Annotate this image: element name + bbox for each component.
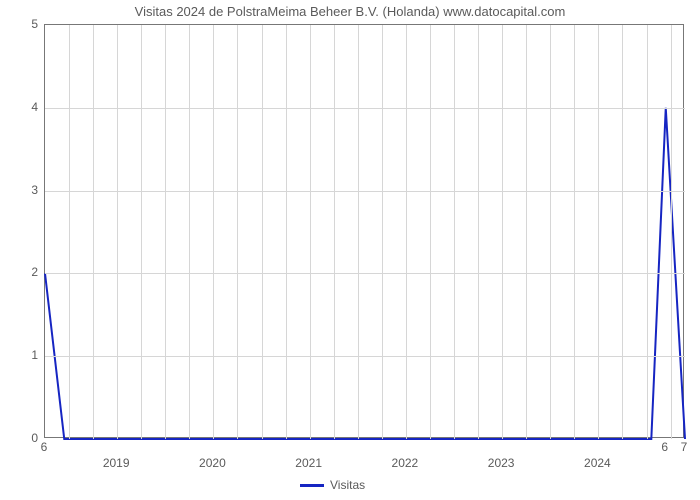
y-tick-label: 5 bbox=[20, 17, 38, 31]
legend-label: Visitas bbox=[330, 478, 365, 492]
y-tick-label: 0 bbox=[20, 431, 38, 445]
gridline-v bbox=[598, 25, 599, 439]
chart-title: Visitas 2024 de PolstraMeima Beheer B.V.… bbox=[0, 4, 700, 19]
gridline-v bbox=[502, 25, 503, 439]
gridline-v bbox=[165, 25, 166, 439]
gridline-v bbox=[262, 25, 263, 439]
legend: Visitas bbox=[300, 478, 365, 492]
gridline-v bbox=[141, 25, 142, 439]
x-tick-label: 2022 bbox=[392, 456, 419, 470]
x-tick-label: 2021 bbox=[295, 456, 322, 470]
count-label: 6 bbox=[41, 440, 48, 454]
x-tick-label: 2020 bbox=[199, 456, 226, 470]
gridline-v bbox=[454, 25, 455, 439]
gridline-v bbox=[286, 25, 287, 439]
plot-area bbox=[44, 24, 684, 438]
chart-container: Visitas 2024 de PolstraMeima Beheer B.V.… bbox=[0, 0, 700, 500]
x-tick-label: 2023 bbox=[488, 456, 515, 470]
gridline-v bbox=[189, 25, 190, 439]
count-label: 6 bbox=[661, 440, 668, 454]
gridline-v bbox=[550, 25, 551, 439]
gridline-v bbox=[574, 25, 575, 439]
gridline-v bbox=[69, 25, 70, 439]
gridline-v bbox=[478, 25, 479, 439]
gridline-v bbox=[406, 25, 407, 439]
y-tick-label: 1 bbox=[20, 348, 38, 362]
x-tick-label: 2024 bbox=[584, 456, 611, 470]
gridline-v bbox=[622, 25, 623, 439]
y-tick-label: 2 bbox=[20, 265, 38, 279]
gridline-v bbox=[237, 25, 238, 439]
gridline-v bbox=[671, 25, 672, 439]
legend-swatch bbox=[300, 484, 324, 487]
gridline-v bbox=[430, 25, 431, 439]
gridline-v bbox=[117, 25, 118, 439]
y-tick-label: 4 bbox=[20, 100, 38, 114]
y-tick-label: 3 bbox=[20, 183, 38, 197]
x-tick-label: 2019 bbox=[103, 456, 130, 470]
gridline-v bbox=[526, 25, 527, 439]
gridline-v bbox=[358, 25, 359, 439]
gridline-v bbox=[93, 25, 94, 439]
gridline-v bbox=[382, 25, 383, 439]
gridline-v bbox=[213, 25, 214, 439]
count-label: 7 bbox=[681, 440, 688, 454]
gridline-v bbox=[310, 25, 311, 439]
gridline-v bbox=[647, 25, 648, 439]
gridline-v bbox=[334, 25, 335, 439]
